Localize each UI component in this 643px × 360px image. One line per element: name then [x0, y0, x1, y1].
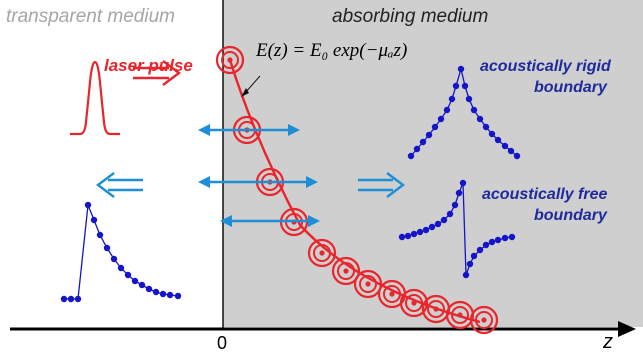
signal-dot: [457, 65, 465, 73]
signal-dot: [96, 231, 104, 239]
signal-dot: [422, 226, 430, 234]
decay-curve: [228, 59, 481, 324]
signal-dot: [452, 82, 460, 90]
left-arrow-icon: [96, 172, 143, 198]
signal-dot: [103, 244, 111, 252]
signal-dot: [398, 233, 406, 241]
equation-pointer: [244, 75, 261, 94]
signal-dot: [488, 238, 496, 246]
pulse-icon: [70, 60, 120, 136]
signal-dot: [470, 252, 478, 260]
signal-dot: [166, 291, 174, 299]
absorbing-medium-region: [223, 0, 643, 327]
signal-dot: [416, 228, 424, 236]
bidirectional-arrow-icon: [198, 176, 318, 188]
free-boundary-label-line1: acoustically free: [482, 186, 608, 203]
right-arrow-icon: [133, 60, 181, 86]
signal-dot: [455, 189, 463, 197]
signal-dot: [152, 288, 160, 296]
signal-dot: [138, 281, 146, 289]
signal-rigid-boundary: [407, 65, 521, 160]
signal-dot: [494, 136, 502, 144]
target-rings: [215, 45, 499, 335]
signal-dot: [446, 210, 454, 218]
right-arrow-icon: [358, 172, 405, 198]
signal-dot: [67, 295, 75, 303]
signal-dot: [60, 295, 68, 303]
signal-dot: [159, 290, 167, 298]
transparent-medium-label: transparent medium: [6, 6, 175, 27]
bidirectional-arrows: [198, 124, 320, 227]
signal-dot: [110, 255, 118, 263]
signal-dot: [431, 123, 439, 131]
signal-dot: [443, 106, 451, 114]
target-ring-icon: [331, 256, 361, 286]
signal-dot: [466, 260, 474, 268]
signal-dot: [451, 201, 459, 209]
signal-dot: [440, 216, 448, 224]
axis-z-label: z: [603, 331, 613, 353]
laser-pulse-label: laser pulse: [104, 56, 193, 75]
signal-dot: [419, 138, 427, 146]
signal-dot: [90, 216, 98, 224]
reflected-signal-left: [60, 201, 182, 303]
signal-dot: [461, 82, 469, 90]
signal-dot: [448, 95, 456, 103]
signal-dot: [462, 271, 470, 279]
absorbing-medium-label: absorbing medium: [332, 6, 489, 27]
signal-dot: [476, 115, 484, 123]
signal-dot: [508, 233, 516, 241]
free-boundary-label-line2: boundary: [534, 207, 607, 224]
signal-dot: [131, 277, 139, 285]
signal-dot: [482, 123, 490, 131]
axis-origin-label: 0: [217, 333, 228, 353]
rigid-boundary-label-line1: acoustically rigid: [480, 58, 611, 75]
signal-dot: [410, 230, 418, 238]
signal-dot: [74, 295, 82, 303]
signal-dot: [501, 234, 509, 242]
signal-dot: [404, 232, 412, 240]
signal-dot: [145, 285, 153, 293]
bidirectional-arrow-icon: [220, 215, 320, 227]
signal-dot: [482, 241, 490, 249]
target-ring-icon: [469, 305, 499, 335]
signal-dot: [124, 271, 132, 279]
signal-dot: [488, 130, 496, 138]
signal-dot: [428, 223, 436, 231]
signal-dot: [513, 152, 521, 160]
rigid-boundary-label-line2: boundary: [534, 79, 607, 96]
signal-dot: [437, 115, 445, 123]
signal-dot: [476, 246, 484, 254]
equation-label: E(z) = E₀ exp(−μₐz): [256, 40, 408, 61]
signal-dot: [174, 292, 182, 300]
target-ring-icon: [307, 238, 337, 268]
signal-dot: [117, 264, 125, 272]
signal-free-boundary: [398, 179, 516, 279]
signal-dot: [494, 236, 502, 244]
signal-dot: [507, 147, 515, 155]
signal-dot: [407, 152, 415, 160]
equation-pointer-head: [241, 88, 249, 97]
signal-dot: [470, 106, 478, 114]
signal-dot: [465, 95, 473, 103]
target-ring-icon: [353, 269, 383, 299]
signal-dot: [459, 179, 467, 187]
z-axis-arrowhead: [618, 321, 636, 337]
signal-dot: [501, 142, 509, 150]
target-ring-icon: [215, 45, 245, 75]
bidirectional-arrow-icon: [198, 124, 300, 136]
signal-dot: [84, 201, 92, 209]
signal-dot: [434, 220, 442, 228]
signal-dot: [425, 131, 433, 139]
signal-dot: [413, 145, 421, 153]
target-ring-icon: [399, 288, 429, 318]
